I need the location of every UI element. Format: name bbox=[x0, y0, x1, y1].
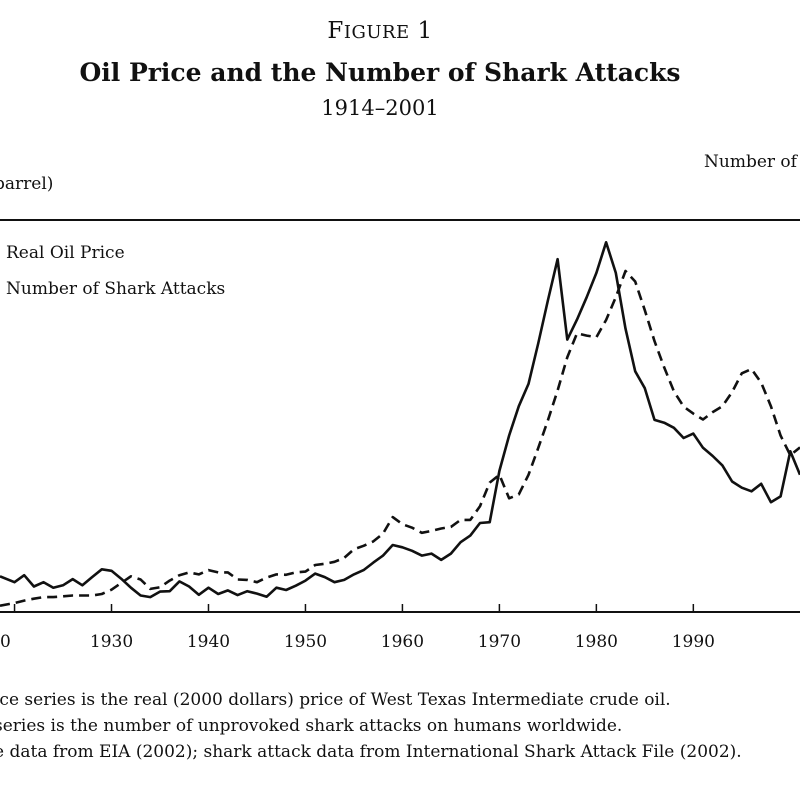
legend: Real Oil Price Number of Shark Attacks bbox=[6, 243, 225, 299]
note-line-1: ice series is the real (2000 dollars) pr… bbox=[0, 690, 671, 710]
legend-entry-real-oil-price: Real Oil Price bbox=[6, 243, 125, 263]
legend-entry-shark-attacks: Number of Shark Attacks bbox=[6, 279, 225, 299]
x-tick-label: 1940 bbox=[187, 632, 230, 652]
x-axis-ticks bbox=[13, 604, 695, 612]
note-line-3: e data from EIA (2002); shark attack dat… bbox=[0, 742, 742, 762]
x-tick-label: 1960 bbox=[381, 632, 424, 652]
figure-label-rest: IGURE bbox=[343, 22, 410, 43]
x-tick-label: 1950 bbox=[284, 632, 327, 652]
note-line-2: series is the number of unprovoked shark… bbox=[0, 716, 623, 736]
series-line-real-oil-price bbox=[0, 241, 800, 599]
x-tick-label: 1970 bbox=[478, 632, 521, 652]
x-axis-tick-labels: 0 1930 1940 1950 1960 1970 1980 1990 bbox=[0, 632, 715, 652]
x-tick-label: 1930 bbox=[90, 632, 133, 652]
figure-label: FIGURE 1 bbox=[0, 18, 760, 44]
series-line-shark-attacks bbox=[0, 269, 800, 607]
x-tick-label: 1980 bbox=[575, 632, 618, 652]
chart-subtitle: 1914–2001 bbox=[321, 96, 439, 120]
series-layer bbox=[0, 241, 800, 607]
left-axis-label: barrel) bbox=[0, 174, 54, 194]
figure-label-number: 1 bbox=[417, 18, 433, 44]
figure-label-initial: F bbox=[327, 18, 344, 44]
x-tick-label: 0 bbox=[0, 632, 11, 652]
chart-title: Oil Price and the Number of Shark Attack… bbox=[79, 58, 681, 87]
x-tick-label: 1990 bbox=[672, 632, 715, 652]
right-axis-label: Number of bbox=[704, 152, 797, 172]
